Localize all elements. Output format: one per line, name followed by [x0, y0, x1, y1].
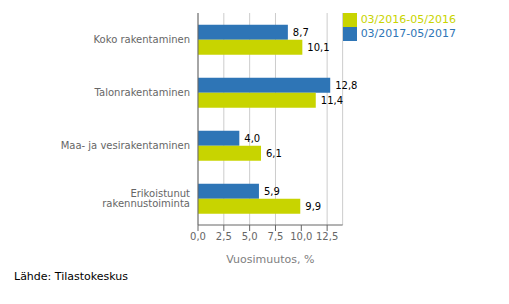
svg-text:10,1: 10,1	[307, 42, 329, 53]
svg-text:7,5: 7,5	[268, 231, 284, 242]
svg-text:5,9: 5,9	[264, 186, 280, 197]
svg-text:Talonrakentaminen: Talonrakentaminen	[94, 87, 190, 98]
html-text:Lähde: Tilastokeskus: Lähde: Tilastokeskus	[14, 270, 128, 283]
svg-text:2,5: 2,5	[216, 231, 232, 242]
svg-text:6,1: 6,1	[266, 148, 282, 159]
svg-text:Maa- ja vesirakentaminen: Maa- ja vesirakentaminen	[61, 140, 190, 151]
svg-text:Vuosimuutos, %: Vuosimuutos, %	[226, 253, 314, 266]
svg-text:12,5: 12,5	[316, 231, 338, 242]
html-text:03/2016-05/2016: 03/2016-05/2016	[360, 13, 456, 26]
svg-text:0,0: 0,0	[190, 231, 206, 242]
svg-text:5,0: 5,0	[242, 231, 258, 242]
svg-text:10,0: 10,0	[290, 231, 312, 242]
svg-text:Erikoistunutrakennustoiminta: Erikoistunutrakennustoiminta	[102, 188, 190, 209]
svg-text:12,8: 12,8	[335, 80, 357, 91]
svg-text:Koko rakentaminen: Koko rakentaminen	[94, 34, 190, 45]
svg-text:9,9: 9,9	[305, 201, 321, 212]
svg-text:4,0: 4,0	[244, 133, 260, 144]
svg-text:8,7: 8,7	[293, 27, 309, 38]
svg-text:11,4: 11,4	[321, 95, 343, 106]
html-text:03/2017-05/2017: 03/2017-05/2017	[360, 27, 456, 40]
